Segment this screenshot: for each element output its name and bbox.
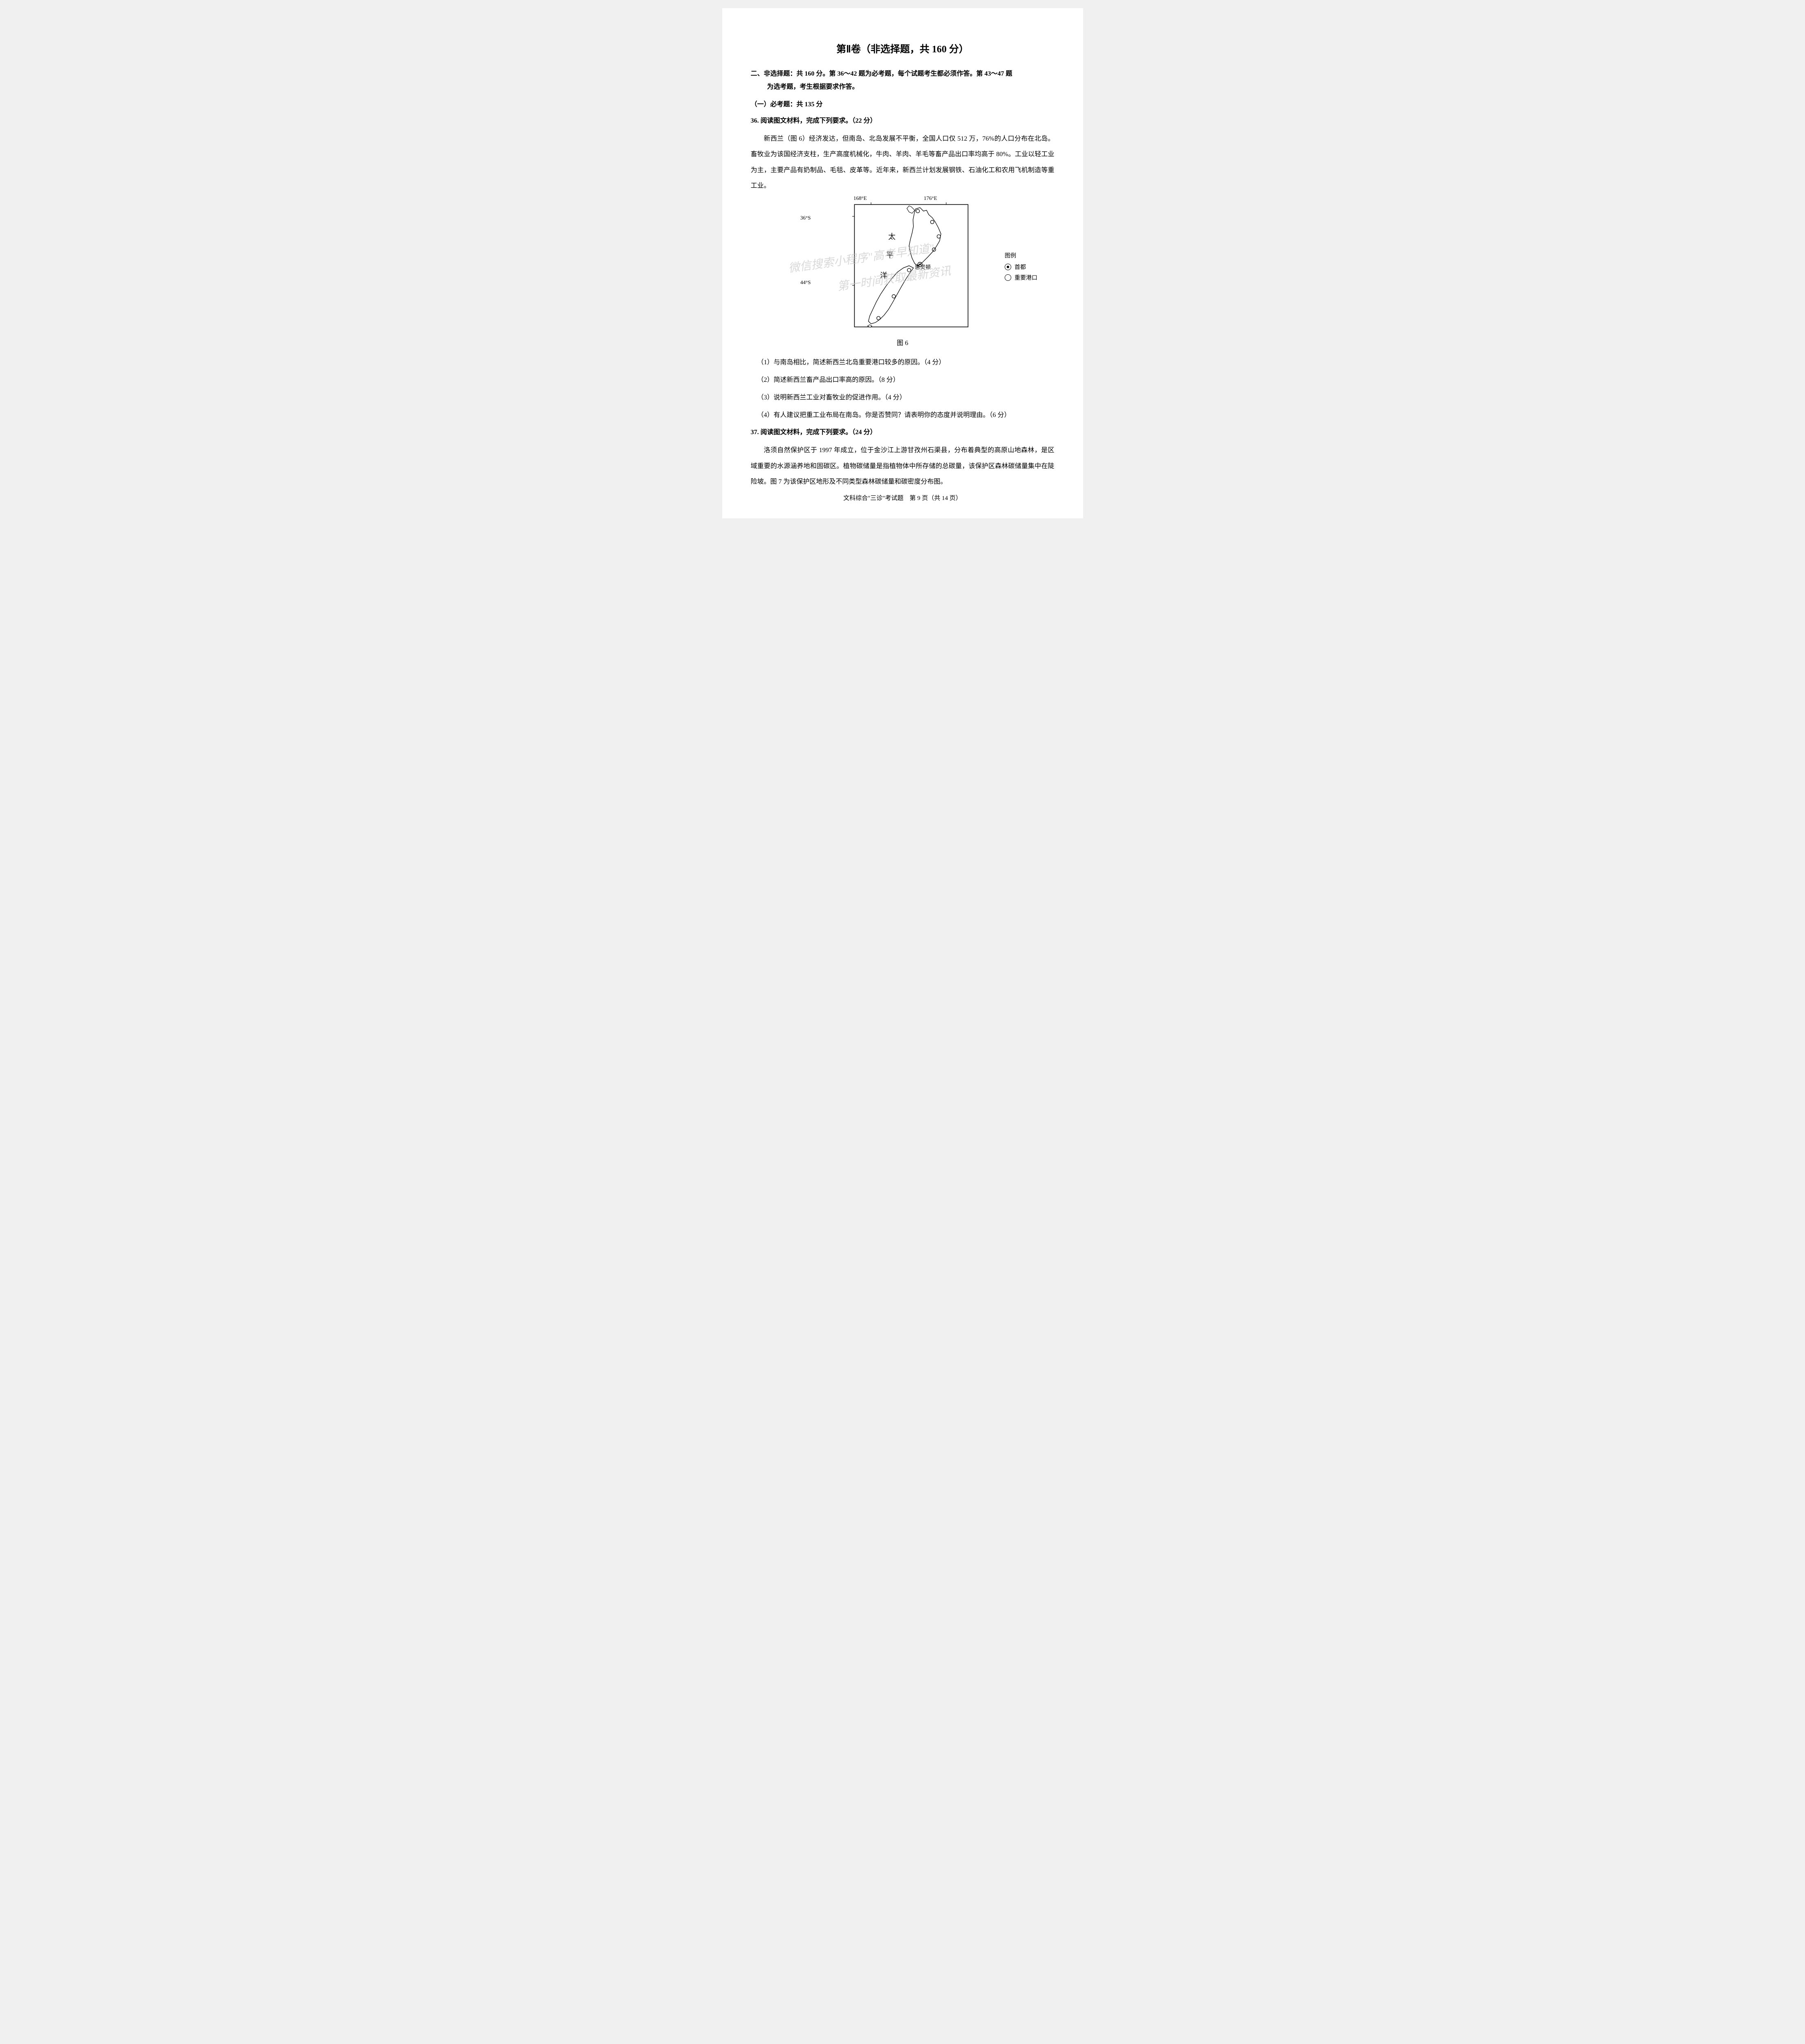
longitude-168: 168°E	[853, 195, 867, 202]
latitude-36: 36°S	[800, 215, 811, 221]
instruction-line2: 为选考题，考生根据要求作答。	[751, 83, 859, 90]
figure-6-caption: 图 6	[751, 337, 1055, 347]
page-footer: 文科综合"三诊"考试题 第 9 页（共 14 页）	[722, 493, 1083, 502]
ocean-label-yang: 洋	[880, 270, 887, 280]
q36-sub1: （1）与南岛相比，简述新西兰北岛重要港口较多的原因。（4 分）	[751, 355, 1055, 370]
legend-title: 图例	[1005, 251, 1037, 260]
legend-capital-row: 首都	[1005, 263, 1037, 271]
legend-port-label: 重要港口	[1014, 273, 1037, 282]
latitude-44: 44°S	[800, 279, 811, 286]
legend-capital-label: 首都	[1014, 263, 1026, 271]
exam-page: 第Ⅱ卷（非选择题，共 160 分） 二、非选择题：共 160 分。第 36～42…	[722, 8, 1083, 518]
port-symbol-icon	[1005, 274, 1011, 281]
map-legend: 图例 首都 重要港口	[1005, 251, 1037, 284]
legend-port-row: 重要港口	[1005, 273, 1037, 282]
page-title: 第Ⅱ卷（非选择题，共 160 分）	[751, 41, 1055, 55]
q37-header: 37. 阅读图文材料，完成下列要求。（24 分）	[751, 426, 1055, 436]
q37-passage: 洛须自然保护区于 1997 年成立，位于金沙江上游甘孜州石渠县，分布着典型的高原…	[751, 443, 1055, 490]
capital-symbol-icon	[1005, 264, 1011, 270]
ocean-label-ping: 平	[886, 249, 894, 260]
new-zealand-map	[817, 202, 988, 329]
figure-6-container: 168°E 176°E 36°S 44°S	[817, 202, 988, 329]
q36-header: 36. 阅读图文材料，完成下列要求。（22 分）	[751, 115, 1055, 125]
q36-sub2: （2）简述新西兰畜产品出口率高的原因。（8 分）	[751, 373, 1055, 387]
q36-sub3: （3）说明新西兰工业对畜牧业的促进作用。（4 分）	[751, 390, 1055, 405]
ocean-label-tai: 太	[888, 231, 896, 242]
instruction-block: 二、非选择题：共 160 分。第 36～42 题为必考题，每个试题考生都必须作答…	[751, 67, 1055, 94]
longitude-176: 176°E	[924, 195, 937, 202]
q36-passage: 新西兰（图 6）经济发达，但南岛、北岛发展不平衡，全国人口仅 512 万，76%…	[751, 131, 1055, 194]
capital-label: 惠灵顿	[915, 263, 931, 271]
instruction-line1: 二、非选择题：共 160 分。第 36～42 题为必考题，每个试题考生都必须作答…	[751, 70, 1012, 77]
section-header: （一）必考题：共 135 分	[751, 99, 1055, 108]
q36-sub4: （4）有人建议把重工业布局在南岛。你是否赞同？请表明你的态度并说明理由。（6 分…	[751, 408, 1055, 422]
